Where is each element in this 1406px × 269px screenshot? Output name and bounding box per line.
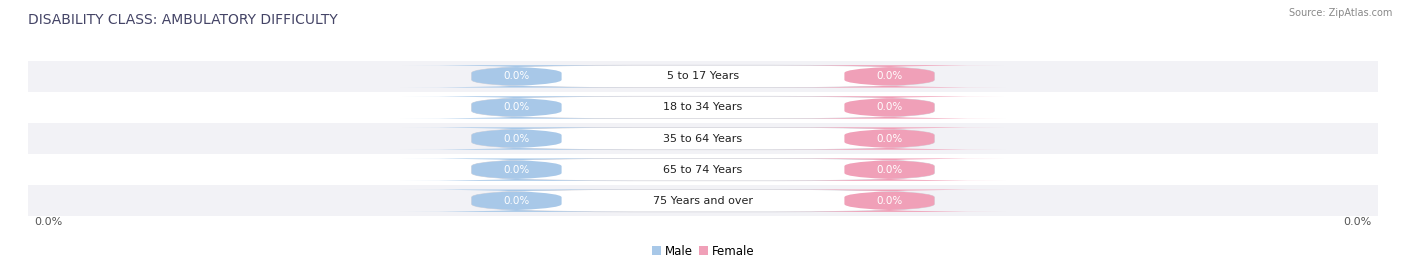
Text: 0.0%: 0.0%	[503, 71, 530, 82]
Text: 0.0%: 0.0%	[503, 165, 530, 175]
FancyBboxPatch shape	[471, 158, 935, 181]
FancyBboxPatch shape	[773, 158, 1005, 181]
FancyBboxPatch shape	[401, 127, 633, 150]
Text: 0.0%: 0.0%	[35, 217, 63, 227]
Text: DISABILITY CLASS: AMBULATORY DIFFICULTY: DISABILITY CLASS: AMBULATORY DIFFICULTY	[28, 13, 337, 27]
FancyBboxPatch shape	[773, 127, 1005, 150]
FancyBboxPatch shape	[471, 189, 935, 212]
FancyBboxPatch shape	[471, 96, 935, 119]
Text: 0.0%: 0.0%	[876, 165, 903, 175]
Text: 75 Years and over: 75 Years and over	[652, 196, 754, 206]
FancyBboxPatch shape	[401, 189, 633, 212]
Text: 0.0%: 0.0%	[503, 133, 530, 144]
FancyBboxPatch shape	[471, 127, 935, 150]
Text: 35 to 64 Years: 35 to 64 Years	[664, 133, 742, 144]
Bar	[28, 61, 1378, 92]
Text: Source: ZipAtlas.com: Source: ZipAtlas.com	[1288, 8, 1392, 18]
Text: 0.0%: 0.0%	[876, 196, 903, 206]
Bar	[28, 123, 1378, 154]
Text: 0.0%: 0.0%	[876, 133, 903, 144]
Text: 0.0%: 0.0%	[876, 102, 903, 112]
FancyBboxPatch shape	[401, 65, 633, 88]
FancyBboxPatch shape	[401, 158, 633, 181]
FancyBboxPatch shape	[773, 65, 1005, 88]
Text: 65 to 74 Years: 65 to 74 Years	[664, 165, 742, 175]
Bar	[28, 154, 1378, 185]
Text: 0.0%: 0.0%	[503, 102, 530, 112]
FancyBboxPatch shape	[471, 65, 935, 88]
Bar	[28, 185, 1378, 216]
Text: 0.0%: 0.0%	[876, 71, 903, 82]
FancyBboxPatch shape	[401, 96, 633, 119]
FancyBboxPatch shape	[773, 189, 1005, 212]
Legend: Male, Female: Male, Female	[647, 240, 759, 262]
Text: 0.0%: 0.0%	[1343, 217, 1371, 227]
FancyBboxPatch shape	[773, 96, 1005, 119]
Text: 5 to 17 Years: 5 to 17 Years	[666, 71, 740, 82]
Bar	[28, 92, 1378, 123]
Text: 0.0%: 0.0%	[503, 196, 530, 206]
Text: 18 to 34 Years: 18 to 34 Years	[664, 102, 742, 112]
